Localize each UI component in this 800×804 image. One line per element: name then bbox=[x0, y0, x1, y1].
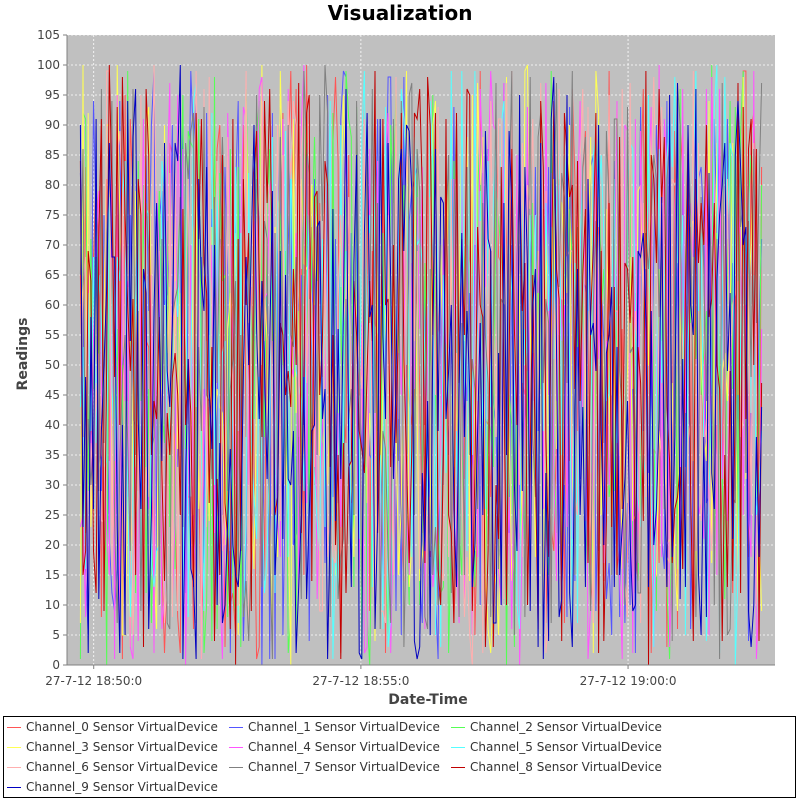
legend-item: Channel_9 Sensor VirtualDevice bbox=[7, 777, 218, 797]
y-tick-label: 45 bbox=[45, 388, 60, 402]
y-tick-label: 0 bbox=[52, 658, 60, 672]
y-tick-label: 105 bbox=[37, 28, 60, 42]
y-tick-label: 75 bbox=[45, 208, 60, 222]
axes: 0 5 10 15 20 25 30 35 40 45 50 55 60 65 70 75 80 85 90 95 10… bbox=[37, 28, 775, 688]
legend-item: Channel_5 Sensor VirtualDevice bbox=[451, 737, 662, 757]
y-tick-label: 5 bbox=[52, 628, 60, 642]
y-axis-label: Readings bbox=[15, 318, 31, 391]
legend-item: Channel_6 Sensor VirtualDevice bbox=[7, 757, 218, 777]
x-tick-label: 27-7-12 18:55:0 bbox=[312, 674, 409, 688]
y-tick-label: 85 bbox=[45, 148, 60, 162]
y-tick-label: 100 bbox=[37, 58, 60, 72]
y-tick-label: 90 bbox=[45, 118, 60, 132]
legend-label: Channel_7 Sensor VirtualDevice bbox=[248, 760, 440, 774]
series-line-9 bbox=[79, 64, 763, 660]
chart-title: Visualization bbox=[328, 1, 473, 25]
x-tick-label: 27-7-12 19:00:0 bbox=[580, 674, 677, 688]
legend-item: Channel_4 Sensor VirtualDevice bbox=[229, 737, 440, 757]
y-tick-label: 35 bbox=[45, 448, 60, 462]
y-tick-label: 30 bbox=[45, 478, 60, 492]
y-tick-label: 10 bbox=[45, 598, 60, 612]
y-tick-label: 70 bbox=[45, 238, 60, 252]
legend: Channel_0 Sensor VirtualDevice Channel_1 … bbox=[3, 716, 796, 798]
y-tick-label: 60 bbox=[45, 298, 60, 312]
x-tick-label: 27-7-12 18:50:0 bbox=[45, 674, 142, 688]
legend-label: Channel_4 Sensor VirtualDevice bbox=[248, 740, 440, 754]
legend-swatch bbox=[229, 726, 243, 728]
legend-item: Channel_7 Sensor VirtualDevice bbox=[229, 757, 440, 777]
y-tick-label: 80 bbox=[45, 178, 60, 192]
legend-swatch bbox=[229, 746, 243, 748]
legend-label: Channel_0 Sensor VirtualDevice bbox=[26, 720, 218, 734]
legend-swatch bbox=[7, 746, 21, 748]
legend-label: Channel_6 Sensor VirtualDevice bbox=[26, 760, 218, 774]
legend-item: Channel_3 Sensor VirtualDevice bbox=[7, 737, 218, 757]
y-tick-label: 15 bbox=[45, 568, 60, 582]
legend-label: Channel_8 Sensor VirtualDevice bbox=[470, 760, 662, 774]
series-line-7 bbox=[79, 64, 763, 660]
legend-swatch bbox=[7, 786, 21, 788]
legend-label: Channel_1 Sensor VirtualDevice bbox=[248, 720, 440, 734]
legend-swatch bbox=[7, 766, 21, 768]
legend-item: Channel_2 Sensor VirtualDevice bbox=[451, 717, 662, 737]
legend-label: Channel_5 Sensor VirtualDevice bbox=[470, 740, 662, 754]
legend-label: Channel_3 Sensor VirtualDevice bbox=[26, 740, 218, 754]
y-tick-label: 20 bbox=[45, 538, 60, 552]
series-lines bbox=[79, 64, 763, 666]
y-tick-label: 40 bbox=[45, 418, 60, 432]
y-tick-label: 50 bbox=[45, 358, 60, 372]
legend-swatch bbox=[451, 726, 465, 728]
legend-swatch bbox=[451, 746, 465, 748]
series-line-5 bbox=[79, 64, 763, 666]
legend-swatch bbox=[229, 766, 243, 768]
x-axis-label: Date-Time bbox=[388, 692, 467, 708]
legend-label: Channel_9 Sensor VirtualDevice bbox=[26, 780, 218, 794]
y-tick-label: 95 bbox=[45, 88, 60, 102]
legend-swatch bbox=[451, 766, 465, 768]
legend-item: Channel_0 Sensor VirtualDevice bbox=[7, 717, 218, 737]
legend-item: Channel_1 Sensor VirtualDevice bbox=[229, 717, 440, 737]
legend-swatch bbox=[7, 726, 21, 728]
legend-item: Channel_8 Sensor VirtualDevice bbox=[451, 757, 662, 777]
y-tick-label: 25 bbox=[45, 508, 60, 522]
legend-label: Channel_2 Sensor VirtualDevice bbox=[470, 720, 662, 734]
y-tick-label: 65 bbox=[45, 268, 60, 282]
y-tick-label: 55 bbox=[45, 328, 60, 342]
